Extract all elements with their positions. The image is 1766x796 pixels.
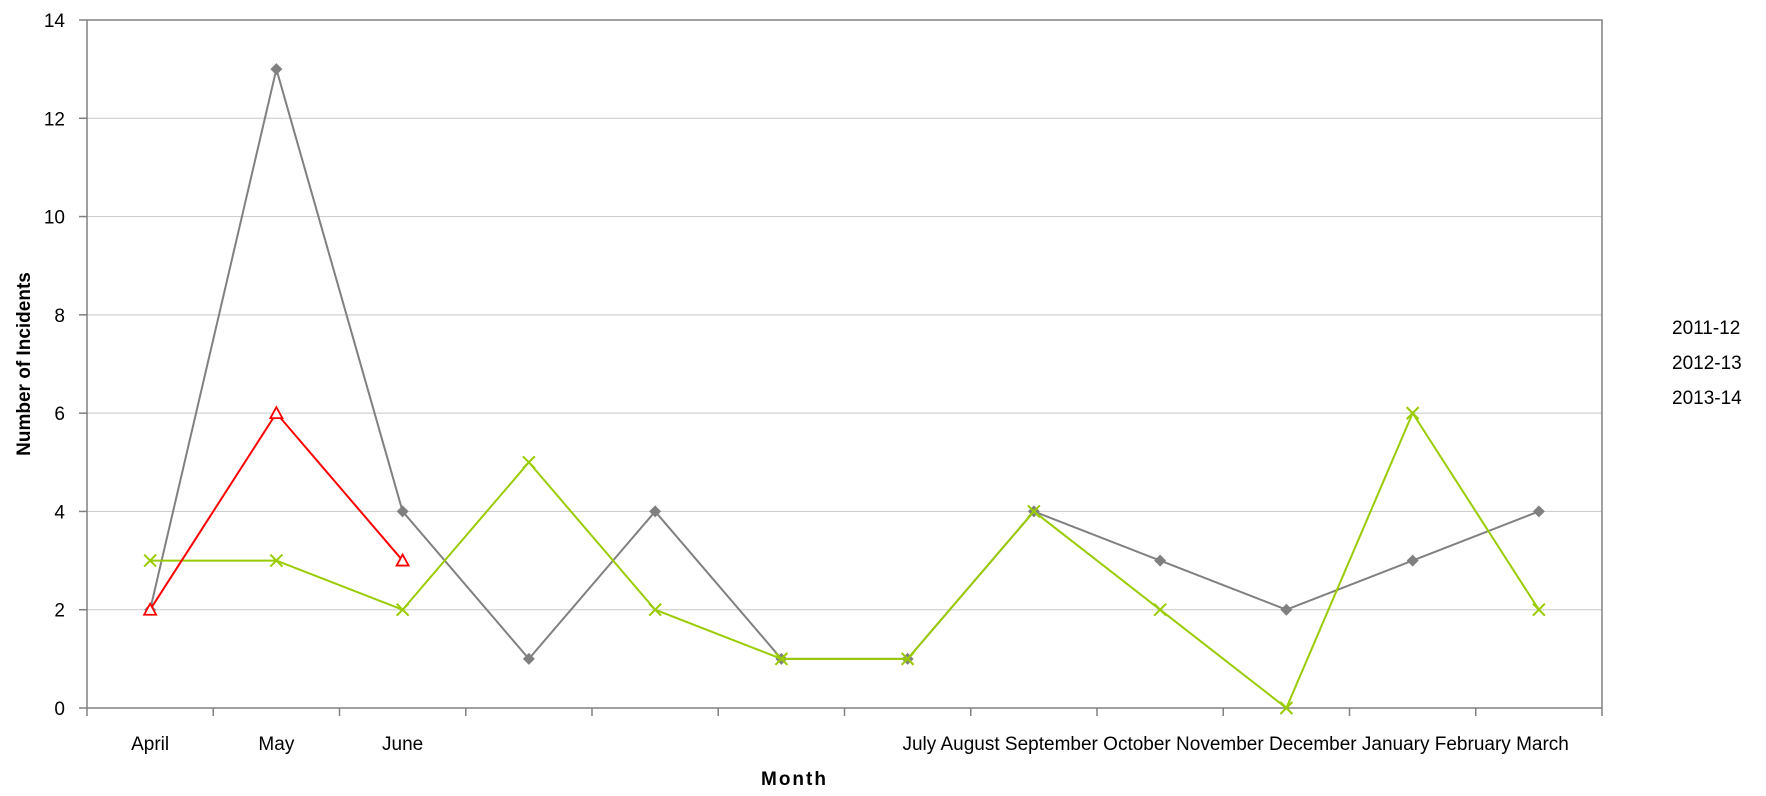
y-tick-label: 0 — [54, 699, 65, 720]
data-point-x — [143, 553, 157, 568]
labels: 0 2 4 6 8 10 12 14 April May June July August Septe… — [44, 11, 1569, 755]
data-point-diamond — [1532, 505, 1545, 518]
x-tick-labels-packed: July August September October November D… — [902, 734, 1568, 755]
series-2012-13 — [143, 406, 1546, 715]
data-point-triangle — [395, 552, 411, 567]
data-point-diamond — [1406, 554, 1419, 567]
x-tick-label: November — [1171, 734, 1265, 755]
legend-label-2013-14: 2013-14 — [1672, 388, 1742, 409]
data-point-x — [1279, 701, 1294, 715]
legend-label-2011-12: 2011-12 — [1672, 318, 1740, 339]
data-point-triangle — [142, 601, 158, 616]
y-axis-title: Number of Incidents — [14, 272, 35, 456]
x-axis-title: Month — [761, 769, 828, 790]
x-tick-label: January — [1357, 734, 1430, 755]
x-tick-label: August — [936, 734, 1000, 755]
y-tick-label: 12 — [44, 109, 65, 130]
x-tick-label: March — [1511, 734, 1569, 755]
data-point-diamond — [396, 505, 409, 518]
series-line — [150, 411, 1540, 710]
x-tick-label: April — [131, 734, 169, 755]
data-point-x — [1405, 406, 1420, 420]
legend-label-2012-13: 2012-13 — [1672, 353, 1742, 374]
y-tick-label: 4 — [54, 502, 65, 523]
plot-area — [86, 19, 1603, 709]
x-tick-label: October — [1098, 734, 1172, 755]
x-tick-label: December — [1264, 734, 1358, 755]
x-tick-label: September — [1000, 734, 1099, 755]
data-point-x — [1027, 504, 1041, 519]
series-group — [142, 63, 1546, 715]
data-point-diamond — [270, 63, 283, 76]
x-tick-label: July — [902, 734, 936, 755]
series-2013-14 — [142, 405, 411, 616]
data-point-diamond — [1280, 603, 1293, 616]
y-tick-label: 14 — [44, 11, 66, 32]
y-tick-label: 8 — [54, 306, 65, 327]
data-point-diamond — [649, 505, 662, 518]
data-point-x — [900, 652, 915, 666]
gridlines — [87, 117, 1602, 611]
x-tick-label: May — [258, 734, 294, 755]
x-tick-label: June — [382, 734, 423, 755]
series-line — [149, 65, 1540, 661]
data-point-x — [774, 652, 789, 666]
series-2011-12 — [144, 63, 1545, 665]
data-point-x — [395, 603, 410, 617]
data-point-diamond — [522, 652, 535, 665]
data-point-diamond — [1154, 554, 1167, 567]
y-tick-label: 6 — [54, 404, 65, 425]
data-point-x — [1532, 603, 1546, 617]
legend: 2011-12 2012-13 2013-14 — [1672, 318, 1742, 409]
y-tick-label: 2 — [54, 601, 65, 622]
data-point-x — [648, 603, 662, 617]
x-tick-label: February — [1429, 734, 1511, 755]
axes — [79, 19, 1603, 716]
data-point-triangle — [268, 405, 284, 420]
data-point-x — [522, 455, 536, 469]
data-point-x — [1153, 603, 1167, 617]
y-tick-label: 10 — [44, 208, 65, 229]
data-point-x — [269, 553, 284, 568]
